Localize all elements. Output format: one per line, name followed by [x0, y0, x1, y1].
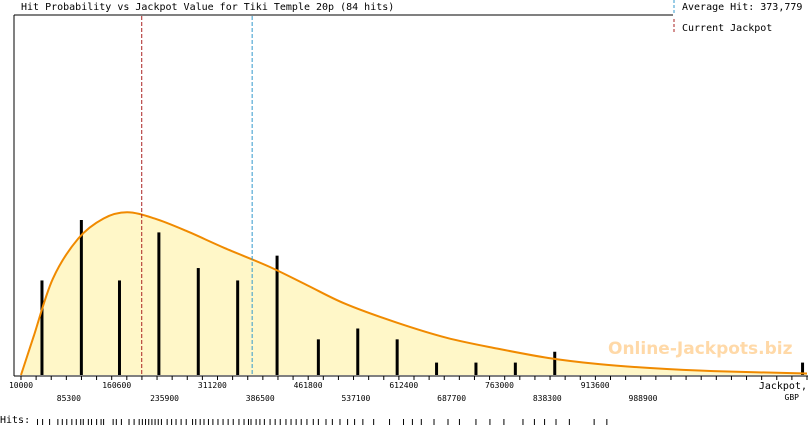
x-tick-label: 838300 — [533, 394, 562, 403]
x-tick-label: 687700 — [437, 394, 466, 403]
legend-current-label: Current Jackpot — [682, 23, 772, 34]
x-axis-tick-labels: 10000 160600 311200 461800 612400 763000 91360… — [9, 381, 658, 403]
chart-title: Hit Probability vs Jackpot Value for Tik… — [21, 2, 394, 13]
x-tick-label: 235900 — [150, 394, 179, 403]
x-tick-label: 386500 — [246, 394, 275, 403]
watermark-text: Online-Jackpots.biz — [608, 339, 793, 359]
hit-bar — [157, 232, 161, 375]
x-tick-label: 85300 — [57, 394, 81, 403]
x-tick-label: 612400 — [389, 381, 418, 390]
hit-bar — [801, 362, 805, 375]
hit-bar — [435, 362, 439, 375]
x-tick-label: 311200 — [198, 381, 227, 390]
hit-bar — [196, 268, 200, 375]
hit-bar — [356, 328, 360, 375]
legend: Average Hit: 373,779 Current Jackpot — [673, 0, 802, 34]
x-tick-label: 160600 — [102, 381, 131, 390]
probability-area-fill — [21, 212, 807, 375]
hit-bar — [79, 220, 83, 375]
hit-bar — [553, 351, 557, 375]
hit-bar — [316, 339, 320, 375]
hits-label: Hits: — [0, 415, 30, 425]
curve-layer — [20, 211, 808, 376]
hit-bar — [275, 255, 279, 375]
hit-bar — [236, 280, 240, 375]
x-axis-unit: GBP — [785, 393, 800, 402]
probability-curve — [20, 211, 808, 376]
x-tick-label: 763000 — [485, 381, 514, 390]
legend-average-label: Average Hit: 373,779 — [682, 2, 802, 13]
x-tick-label: 537100 — [341, 394, 370, 403]
hit-bar — [474, 362, 478, 375]
bar-layer — [40, 220, 805, 375]
x-axis-label: Jackpot, — [759, 381, 807, 392]
watermark-layer: Online-Jackpots.biz — [608, 339, 793, 359]
hit-bar — [117, 280, 121, 375]
x-tick-label: 461800 — [294, 381, 323, 390]
probability-area — [21, 212, 807, 375]
x-tick-label: 988900 — [629, 394, 658, 403]
x-tick-label: 913600 — [581, 381, 610, 390]
hit-bar — [513, 362, 517, 375]
x-axis-ticks — [20, 376, 808, 380]
hits-strip — [37, 419, 608, 425]
hit-bar — [395, 339, 399, 375]
hit-bar — [40, 280, 44, 375]
x-tick-label: 10000 — [9, 381, 33, 390]
